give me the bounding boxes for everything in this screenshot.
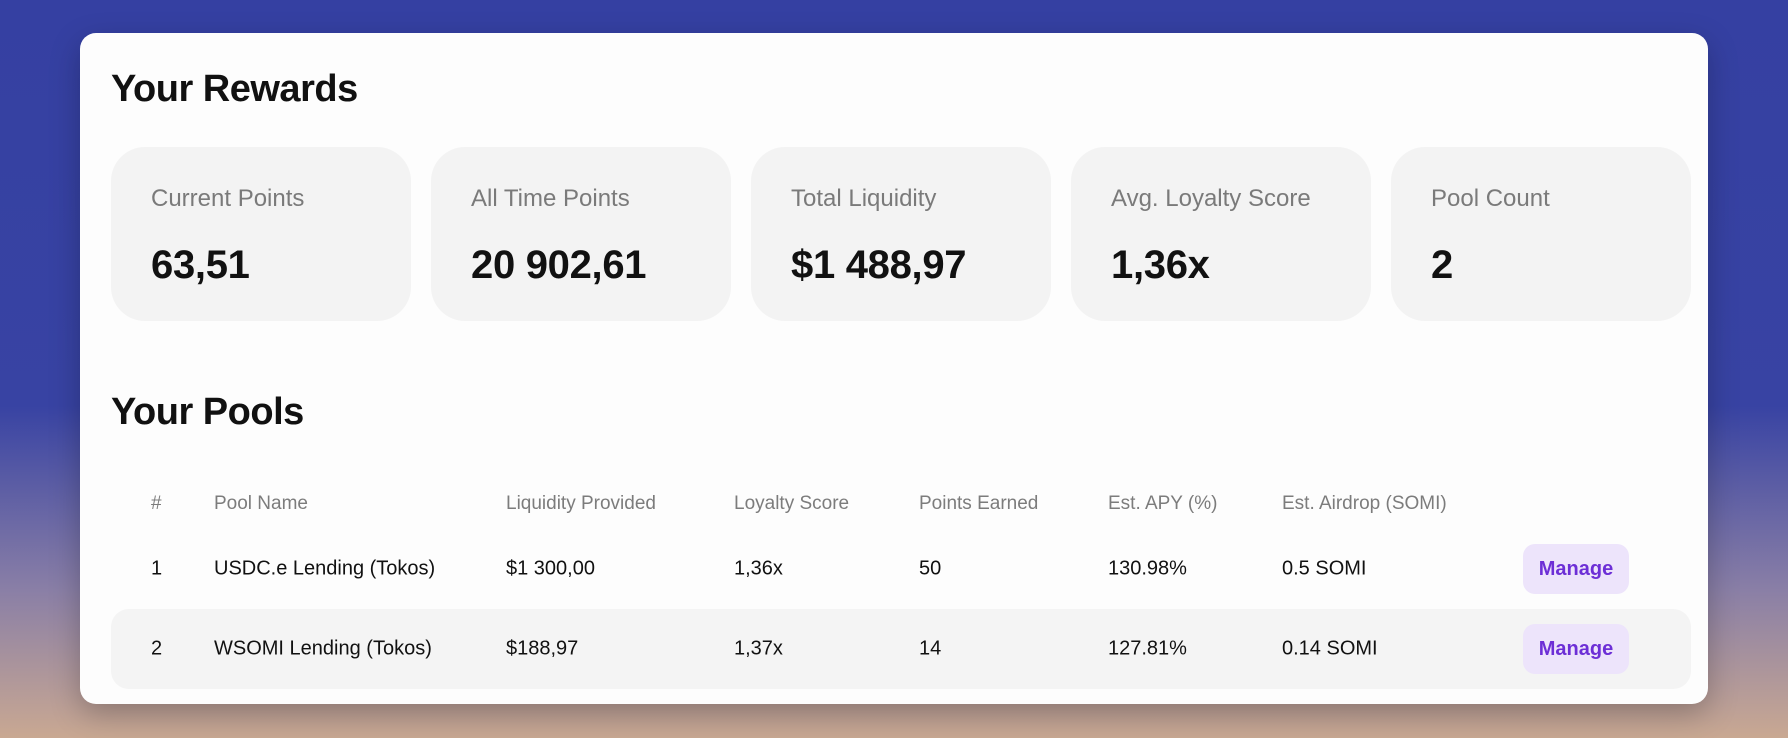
stat-label: Pool Count: [1431, 185, 1550, 212]
rewards-title: Your Rewards: [111, 68, 358, 110]
row-airdrop: 0.5 SOMI: [1282, 557, 1367, 580]
table-row: 2 WSOMI Lending (Tokos) $188,97 1,37x 14…: [111, 609, 1691, 689]
manage-button[interactable]: Manage: [1523, 624, 1629, 674]
stats-row: Current Points 63,51 All Time Points 20 …: [111, 147, 1691, 321]
stat-label: Total Liquidity: [791, 185, 937, 212]
stat-value: $1 488,97: [791, 243, 967, 287]
row-airdrop: 0.14 SOMI: [1282, 637, 1378, 660]
row-liquidity: $188,97: [506, 637, 579, 660]
stat-label: All Time Points: [471, 185, 630, 212]
pools-title: Your Pools: [111, 391, 304, 433]
stat-current-points: Current Points 63,51: [111, 147, 411, 321]
row-apy: 127.81%: [1108, 637, 1187, 660]
column-header-apy: Est. APY (%): [1108, 493, 1218, 514]
column-header-num: #: [151, 493, 162, 514]
column-header-airdrop: Est. Airdrop (SOMI): [1282, 493, 1447, 514]
stat-value: 20 902,61: [471, 243, 647, 287]
row-loyalty: 1,37x: [734, 637, 783, 660]
column-header-liquidity: Liquidity Provided: [506, 493, 656, 514]
stat-total-liquidity: Total Liquidity $1 488,97: [751, 147, 1051, 321]
table-row: 1 USDC.e Lending (Tokos) $1 300,00 1,36x…: [111, 529, 1691, 609]
stat-label: Current Points: [151, 185, 305, 212]
row-points: 50: [919, 557, 942, 580]
stat-value: 1,36x: [1111, 243, 1210, 287]
row-loyalty: 1,36x: [734, 557, 783, 580]
row-apy: 130.98%: [1108, 557, 1187, 580]
pools-table: # Pool Name Liquidity Provided Loyalty S…: [111, 479, 1691, 689]
row-num: 2: [151, 637, 163, 660]
column-header-loyalty: Loyalty Score: [734, 493, 850, 514]
manage-button[interactable]: Manage: [1523, 544, 1629, 594]
row-liquidity: $1 300,00: [506, 557, 595, 580]
stat-label: Avg. Loyalty Score: [1111, 185, 1311, 212]
row-pool-name: WSOMI Lending (Tokos): [214, 637, 432, 660]
table-header: # Pool Name Liquidity Provided Loyalty S…: [111, 479, 1691, 529]
stat-value: 2: [1431, 243, 1453, 287]
row-num: 1: [151, 557, 163, 580]
stat-value: 63,51: [151, 243, 250, 287]
row-points: 14: [919, 637, 942, 660]
stat-avg-loyalty-score: Avg. Loyalty Score 1,36x: [1071, 147, 1371, 321]
rewards-card: Your Rewards Current Points 63,51 All Ti…: [80, 33, 1708, 704]
column-header-pool-name: Pool Name: [214, 493, 308, 514]
stat-all-time-points: All Time Points 20 902,61: [431, 147, 731, 321]
stat-pool-count: Pool Count 2: [1391, 147, 1691, 321]
row-pool-name: USDC.e Lending (Tokos): [214, 557, 436, 580]
column-header-points: Points Earned: [919, 493, 1039, 514]
